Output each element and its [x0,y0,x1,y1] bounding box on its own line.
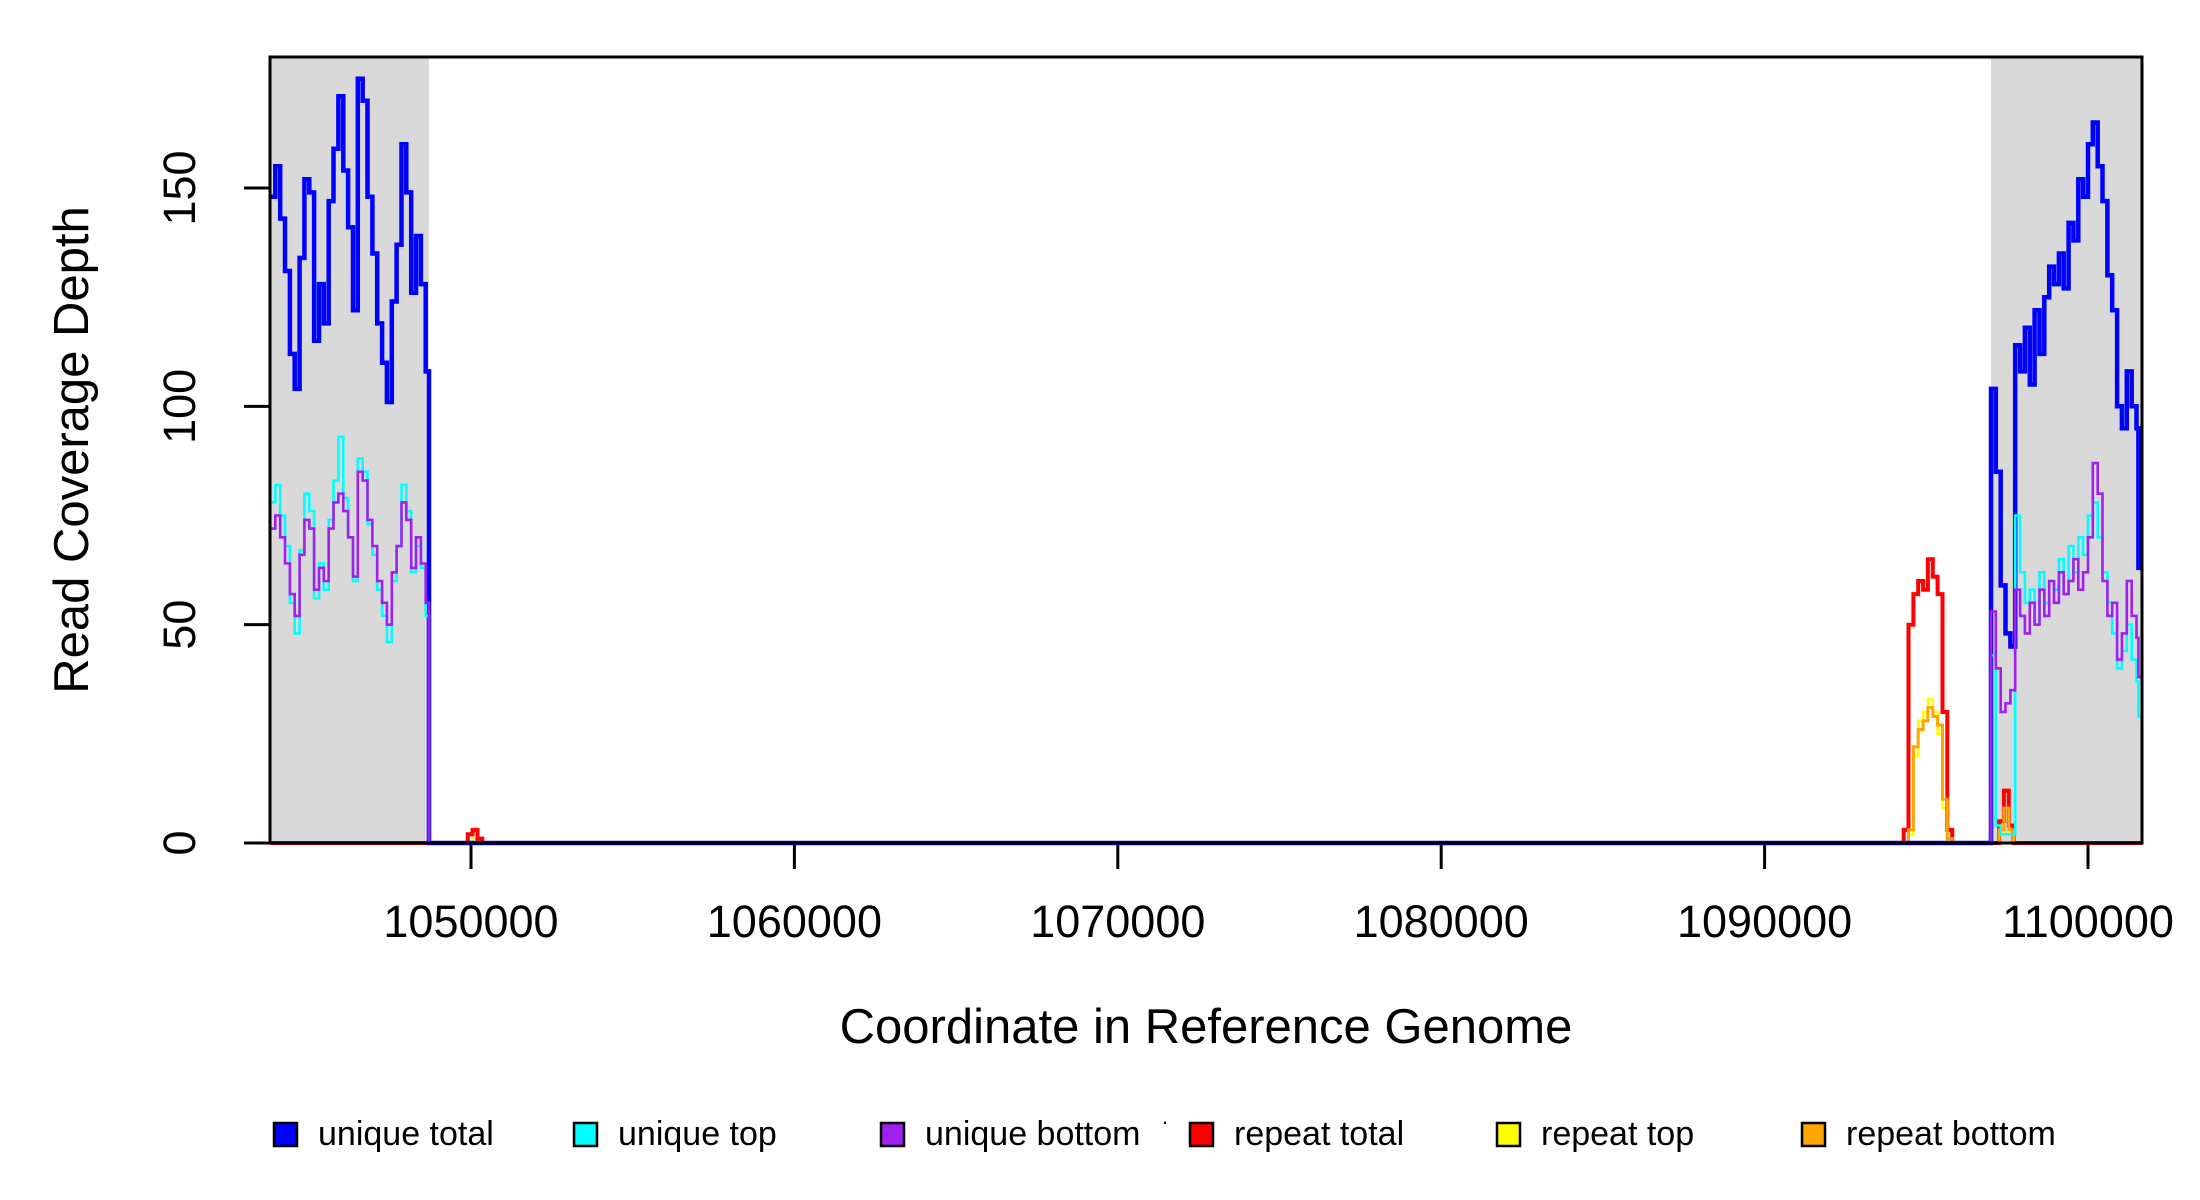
series-repeat-top [270,697,2142,845]
y-axis-tick-label: 50 [154,600,205,650]
legend-swatch-unique-bottom [879,1121,906,1148]
y-axis-title: Read Coverage Depth [45,206,99,694]
x-axis-title: Coordinate in Reference Genome [840,1000,1573,1054]
x-axis-tick-label: 1090000 [1677,896,1852,947]
legend-item-unique-bottom: unique bottom [879,1115,1141,1153]
series-unique-bottom [270,461,2142,845]
series-unique-total [270,76,2142,846]
plot-border-box [268,55,2144,845]
legend-item-unique-top: unique top [572,1115,777,1153]
legend-label: unique bottom [925,1115,1141,1153]
legend: . unique total unique top unique bottom rep… [272,1104,2056,1153]
data-series [270,76,2142,846]
axes: 1050000 1060000 1070000 1080000 1090000 11000… [154,150,2174,947]
legend-swatch-repeat-bottom [1800,1121,1827,1148]
legend-item-repeat-bottom: repeat bottom [1800,1115,2056,1153]
y-axis-tick-label: 0 [154,830,205,855]
x-axis-tick-label: 1070000 [1030,896,1205,947]
legend-label: repeat top [1541,1115,1694,1153]
legend-item-repeat-total: repeat total [1188,1115,1404,1153]
x-axis-tick-label: 1050000 [383,896,558,947]
legend-stray-dot: . [1162,1104,1168,1129]
axis-titles: Coordinate in Reference Genome Read Cove… [45,206,1572,1054]
legend-item-unique-total: unique total [272,1115,494,1153]
legend-swatch-unique-total [272,1121,299,1148]
series-repeat-bottom [270,706,2142,845]
legend-swatch-repeat-top [1495,1121,1522,1148]
legend-swatch-unique-top [572,1121,599,1148]
x-axis-tick-label: 1060000 [707,896,882,947]
x-axis-tick-label: 1100000 [2002,896,2174,947]
legend-label: repeat total [1234,1115,1404,1153]
legend-swatch-repeat-total [1188,1121,1215,1148]
x-axis-tick-label: 1080000 [1354,896,1529,947]
legend-item-repeat-top: repeat top [1495,1115,1694,1153]
plot-frame [268,55,2144,845]
highlight-regions [270,57,2142,843]
y-axis-tick-label: 100 [154,369,205,444]
legend-label: unique total [318,1115,494,1153]
legend-label: unique top [618,1115,777,1153]
legend-label: repeat bottom [1846,1115,2056,1153]
series-unique-top [270,435,2142,845]
series-repeat-total [270,557,2142,845]
y-axis-tick-label: 150 [154,150,205,225]
